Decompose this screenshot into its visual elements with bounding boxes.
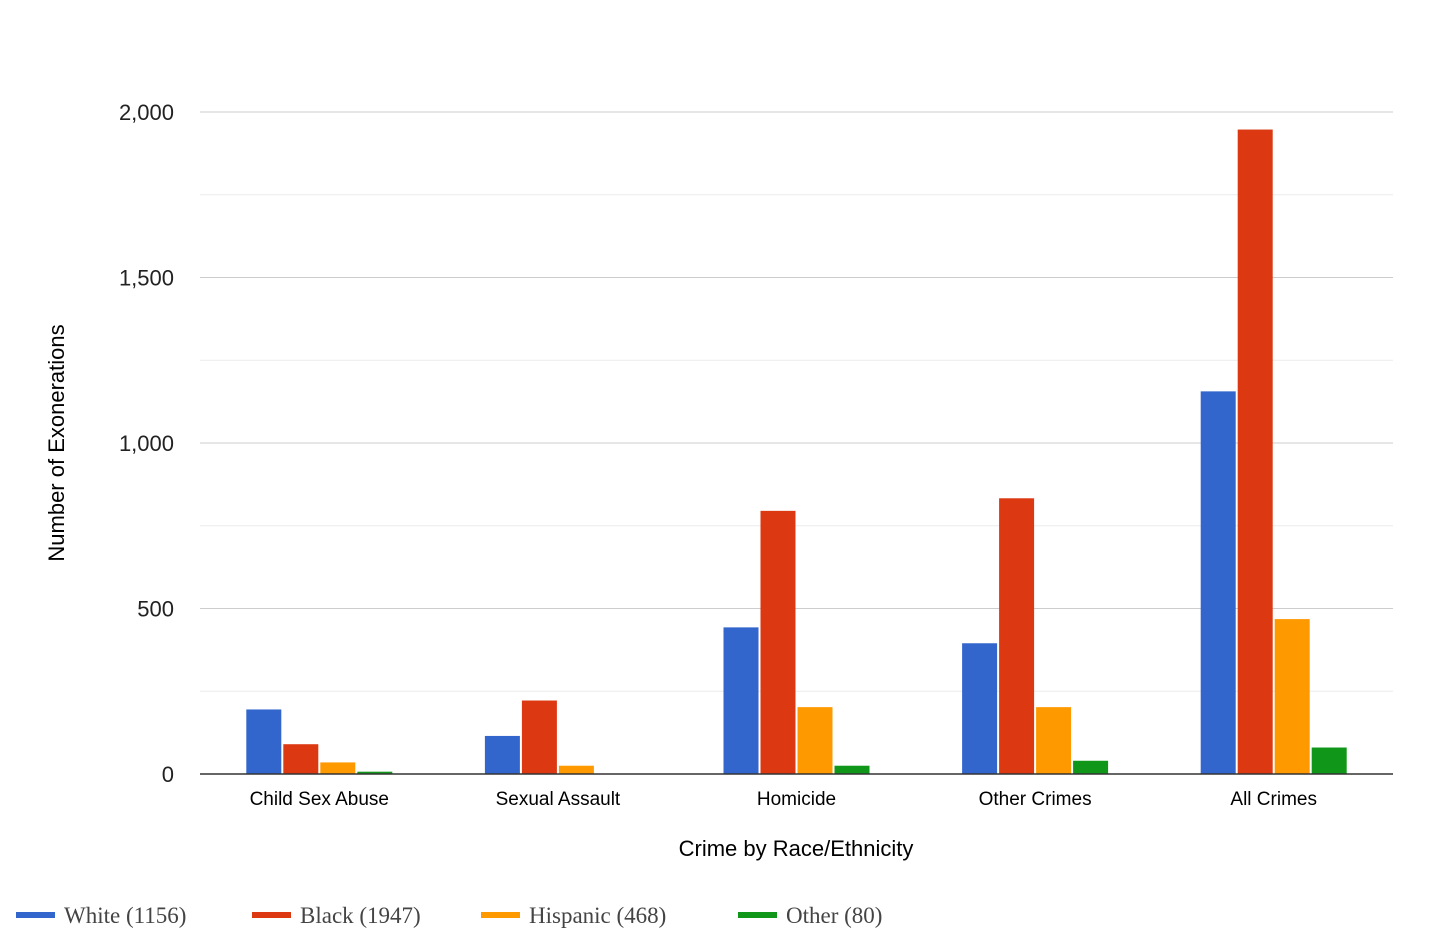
y-tick-label: 1,500 (119, 266, 174, 291)
bar-hispanic-child-sex-abuse (320, 762, 356, 774)
y-tick-label: 500 (137, 597, 174, 622)
legend-swatch (738, 912, 777, 918)
bar-white-homicide (723, 627, 759, 774)
bar-black-all-crimes (1237, 129, 1273, 775)
x-tick-label: Other Crimes (979, 789, 1092, 810)
legend-label: White (1156) (64, 903, 186, 928)
bar-black-other-crimes (999, 498, 1035, 774)
bar-black-sexual-assault (521, 700, 557, 774)
x-tick-label: Sexual Assault (496, 789, 621, 810)
y-axis-ticks: 0 500 1,000 1,500 2,000 (119, 100, 174, 787)
x-axis-categories: Child Sex Abuse Sexual Assault Homicide Oth… (250, 789, 1317, 810)
legend-label: Other (80) (786, 903, 882, 928)
legend-swatch (481, 912, 520, 918)
legend-label: Black (1947) (300, 903, 421, 928)
bar-hispanic-other-crimes (1036, 707, 1072, 774)
x-axis-title: Crime by Race/Ethnicity (679, 836, 914, 861)
legend-swatch (252, 912, 291, 918)
bar-other-child-sex-abuse (357, 771, 393, 774)
legend-swatch (16, 912, 55, 918)
bar-white-other-crimes (962, 643, 998, 774)
x-tick-label: Child Sex Abuse (250, 789, 389, 810)
legend: White (1156) Black (1947) Hispanic (468) Ot… (16, 903, 882, 928)
bar-hispanic-sexual-assault (558, 765, 594, 774)
bar-other-homicide (834, 765, 870, 774)
bar-white-sexual-assault (484, 735, 520, 774)
x-tick-label: All Crimes (1230, 789, 1317, 810)
legend-label: Hispanic (468) (529, 903, 666, 928)
y-tick-label: 2,000 (119, 100, 174, 125)
y-tick-label: 0 (162, 762, 174, 787)
bar-black-homicide (760, 510, 796, 774)
bar-white-child-sex-abuse (246, 709, 282, 774)
bar-other-all-crimes (1311, 747, 1347, 774)
y-tick-label: 1,000 (119, 431, 174, 456)
gridlines (200, 111, 1393, 692)
x-tick-label: Homicide (757, 789, 836, 810)
bar-white-all-crimes (1200, 391, 1236, 774)
bar-hispanic-homicide (797, 707, 833, 774)
bars (246, 129, 1347, 775)
y-axis-title: Number of Exonerations (44, 324, 69, 561)
bar-other-other-crimes (1073, 760, 1109, 774)
bar-black-child-sex-abuse (283, 744, 319, 774)
bar-hispanic-all-crimes (1274, 619, 1310, 774)
